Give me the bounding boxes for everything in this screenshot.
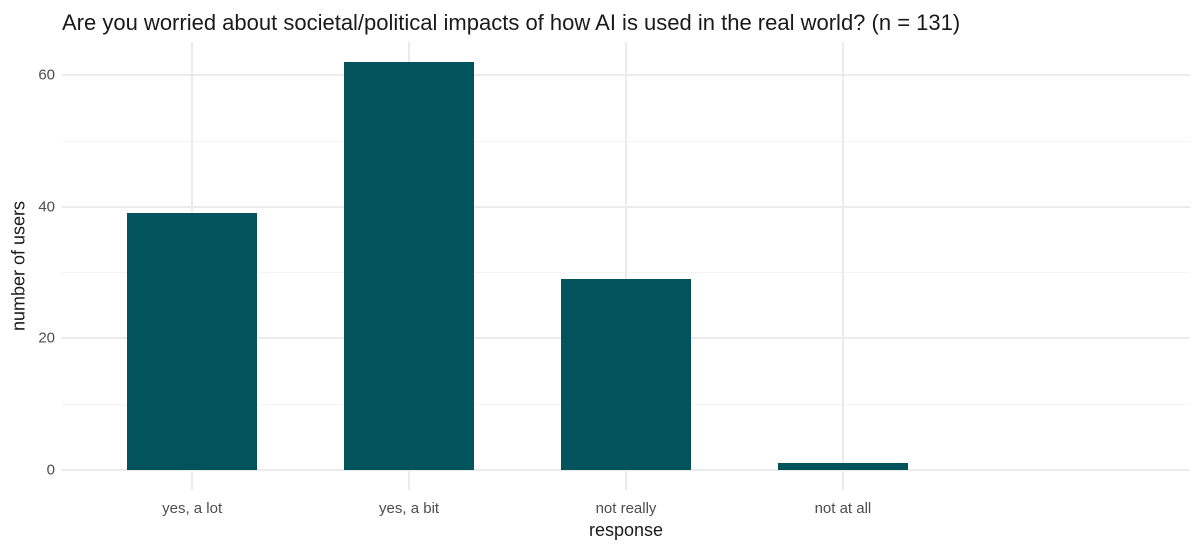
- y-tick-label-20: 20: [38, 329, 55, 347]
- x-tick-label-yes-a-bit: yes, a bit: [379, 500, 440, 517]
- x-tick-label-not-at-all: not at all: [814, 500, 872, 517]
- gridline-major-y-40: [62, 205, 1190, 208]
- y-tick-label-0: 0: [46, 461, 55, 479]
- bar-yes-a-lot: [127, 213, 258, 470]
- bar-not-really: [561, 279, 691, 470]
- gridline-major-y-60: [62, 74, 1190, 77]
- x-axis-title: response: [588, 520, 664, 540]
- gridline-major-x-3: [841, 42, 844, 490]
- x-tick-label-not-really: not really: [595, 500, 657, 517]
- y-tick-label-60: 60: [38, 66, 55, 84]
- bar-yes-a-bit: [344, 62, 475, 470]
- x-tick-label-yes-a-lot: yes, a lot: [162, 500, 223, 517]
- plot-panel: [62, 42, 1190, 490]
- chart-title: Are you worried about societal/political…: [62, 10, 961, 35]
- gridline-minor-y-50: [62, 140, 1190, 142]
- y-axis-title: number of users: [8, 200, 29, 332]
- bar-not-at-all: [777, 463, 908, 470]
- y-tick-label-40: 40: [38, 198, 55, 216]
